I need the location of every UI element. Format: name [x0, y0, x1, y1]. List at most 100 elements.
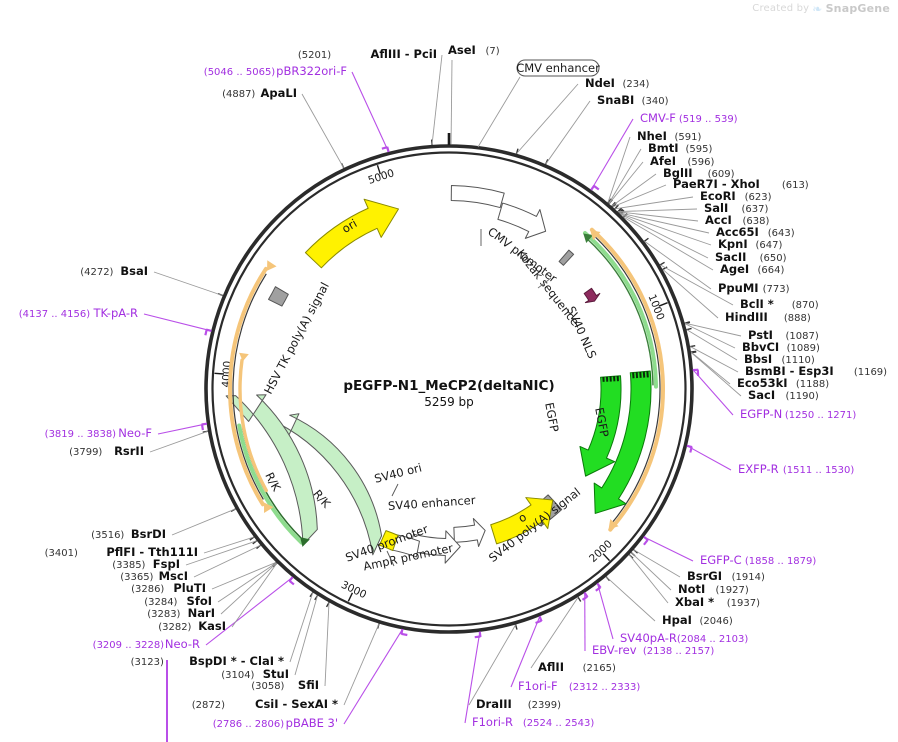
label-position: (2786 .. 2806)	[213, 719, 285, 730]
label-position: (1087)	[786, 331, 819, 342]
leader-line	[660, 264, 734, 306]
label-name: SfiI	[298, 678, 319, 692]
label-name: EXFP-R	[738, 462, 779, 476]
label-position: (4887)	[222, 89, 255, 100]
enzyme-label: HindIII (888)	[725, 310, 811, 324]
label-position: (340)	[642, 96, 669, 107]
enzyme-label: BsrDI (3516)	[91, 527, 166, 541]
leader-line	[294, 595, 318, 676]
enzyme-label: Eco53kI (1188)	[737, 376, 829, 390]
enzyme-label: XbaI * (1937)	[675, 595, 760, 609]
leader-line	[343, 623, 380, 706]
leader-line	[690, 346, 739, 373]
leader-line	[692, 369, 734, 416]
label-name: HindIII	[725, 310, 768, 324]
leader-line	[620, 213, 709, 259]
primer-label: EGFP-N (1250 .. 1271)	[740, 407, 856, 421]
leader-line	[185, 540, 257, 566]
enzyme-label: BbsI (1110)	[744, 352, 815, 366]
enzyme-label: MscI (3365)	[120, 569, 188, 583]
enzyme-label: KasI (3282)	[158, 619, 226, 633]
label-position: (3401)	[45, 548, 78, 559]
primer-label: EBV-rev (2138 .. 2157)	[592, 643, 714, 657]
feature-hatch	[632, 371, 649, 379]
leader-line	[231, 562, 278, 628]
label-name: SV40pA-R	[620, 631, 677, 645]
label-position: (2524 .. 2543)	[523, 718, 595, 729]
leader-line	[608, 148, 642, 204]
enzyme-label: NdeI (234)	[585, 76, 650, 90]
label-name: BsaI	[120, 264, 148, 278]
leader-line	[687, 445, 732, 471]
enzyme-label: PflFI - Tth111I (3401)	[45, 545, 198, 559]
leader-line	[324, 602, 330, 687]
enzyme-label: KpnI (647)	[718, 237, 783, 251]
label-name: PflFI - Tth111I	[106, 545, 198, 559]
label-position: (2046)	[700, 616, 733, 627]
primer-span-marker	[288, 580, 295, 586]
primer-label: pBR322ori-F(5046 .. 5065)	[204, 64, 347, 78]
enzyme-label: HpaI (2046)	[662, 613, 733, 627]
feature-label: SV40 ori	[373, 460, 423, 485]
label-name: DraIII	[476, 697, 512, 711]
tick-mark	[602, 553, 611, 562]
enzyme-label: RsrII (3799)	[69, 444, 144, 458]
label-position: (637)	[742, 204, 769, 215]
leader-line	[301, 93, 345, 169]
label-position: (3286)	[131, 584, 164, 595]
enzyme-label: AflIII - PciI (5201)	[298, 47, 437, 61]
label-name: F1ori-F	[518, 679, 558, 693]
cmv-enhancer-callout: CMV enhancer	[516, 59, 600, 77]
enzyme-label: BclI * (870)	[740, 297, 819, 311]
label-position: (4137 .. 4156)	[19, 309, 91, 320]
label-name: AfeI	[650, 154, 676, 168]
leader-line	[516, 83, 579, 154]
enzyme-label: BsaI (4272)	[80, 264, 148, 278]
primer-span-marker	[200, 424, 204, 431]
label-name: CMV-F	[640, 111, 676, 125]
plasmid-size: 5259 bp	[424, 395, 474, 409]
label-position: (1858 .. 1879)	[745, 556, 817, 567]
label-position: (596)	[688, 157, 715, 168]
label-position: (623)	[745, 192, 772, 203]
enzyme-label: BspDI * - ClaI * (3123)	[131, 654, 284, 668]
enzyme-label: SfoI (3284)	[144, 594, 212, 608]
tick-mark	[214, 372, 225, 375]
primer-label: F1ori-F (2312 .. 2333)	[518, 679, 640, 693]
label-name: NdeI	[585, 76, 615, 90]
label-name: AflIII - PciI	[370, 47, 437, 61]
label-name: F1ori-R	[472, 715, 513, 729]
watermark-prefix: Created by	[752, 3, 810, 14]
annotation-labels: NdeI (234) SnaBI (340) CMV-F (519 .. 539) NheI…	[19, 43, 887, 730]
leader-line	[590, 118, 634, 190]
leader-line	[157, 423, 207, 435]
leader-line	[143, 313, 212, 332]
leader-line	[343, 629, 403, 725]
label-name: PluTI	[173, 581, 206, 595]
label-name: SacI	[748, 388, 775, 402]
label-name: SacII	[715, 250, 746, 264]
leader-line	[611, 173, 657, 207]
leader-line	[153, 271, 223, 296]
label-position: (1511 .. 1530)	[783, 465, 855, 476]
label-position: (519 .. 539)	[679, 114, 738, 125]
primer-label: CMV-F (519 .. 539)	[640, 111, 738, 125]
label-name: AseI	[448, 43, 476, 57]
label-name: AgeI	[720, 262, 749, 276]
leader-line	[612, 184, 667, 208]
leader-line	[690, 352, 742, 397]
leader-line	[607, 136, 631, 203]
tick-mark	[658, 302, 668, 307]
feature-label: SV40 NLS	[564, 304, 599, 361]
enzyme-label: SfiI (3058)	[251, 678, 319, 692]
label-position: (3819 .. 3838)	[45, 429, 117, 440]
label-name: EGFP-C	[700, 553, 742, 567]
label-name: AccI	[705, 213, 732, 227]
leader-line	[686, 329, 738, 361]
feature-arrows	[225, 185, 665, 564]
label-position: (591)	[675, 132, 702, 143]
primer-label: EGFP-C (1858 .. 1879)	[700, 553, 816, 567]
leader-line	[614, 196, 694, 210]
leader-line	[351, 71, 389, 152]
